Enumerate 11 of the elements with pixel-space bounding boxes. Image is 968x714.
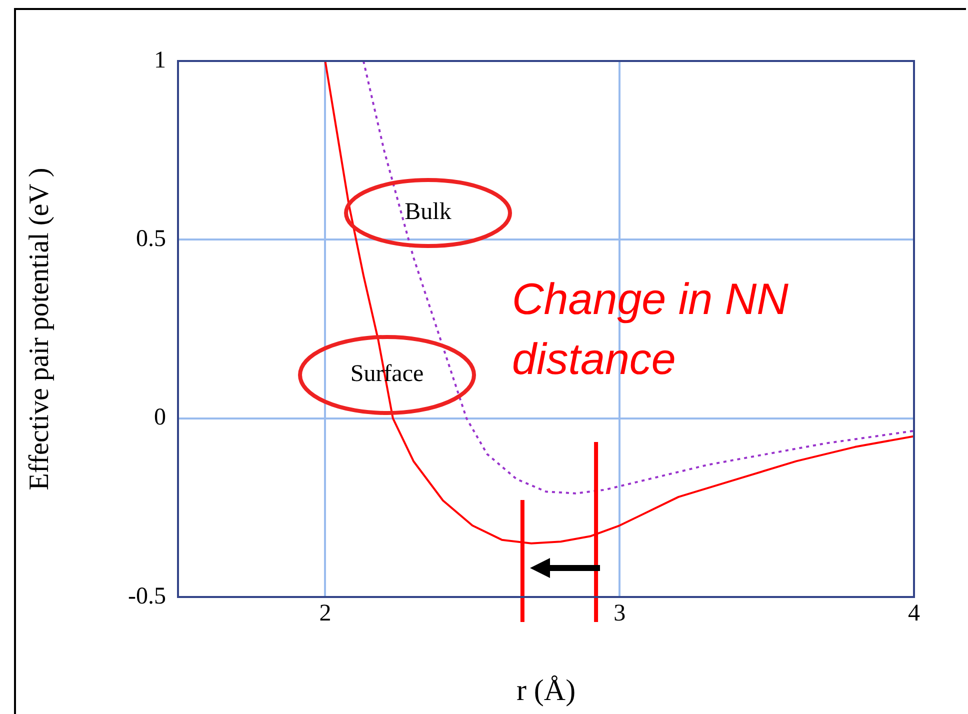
x-tick-label: 2 [319,600,332,627]
annotation: Bulk [404,199,452,226]
x-tick-label: 3 [614,600,626,627]
y-tick-label: 1 [154,47,166,74]
y-tick-label: -0.5 [128,583,166,610]
y-axis-title: Effective pair potential (eV ) [24,168,56,490]
y-tick-label: 0.5 [136,226,166,252]
x-tick-label: 4 [908,600,920,627]
x-axis-title: r (Å) [516,674,576,707]
y-tick-label: 0 [154,404,166,431]
annotation: Change in NN distance [512,274,790,386]
